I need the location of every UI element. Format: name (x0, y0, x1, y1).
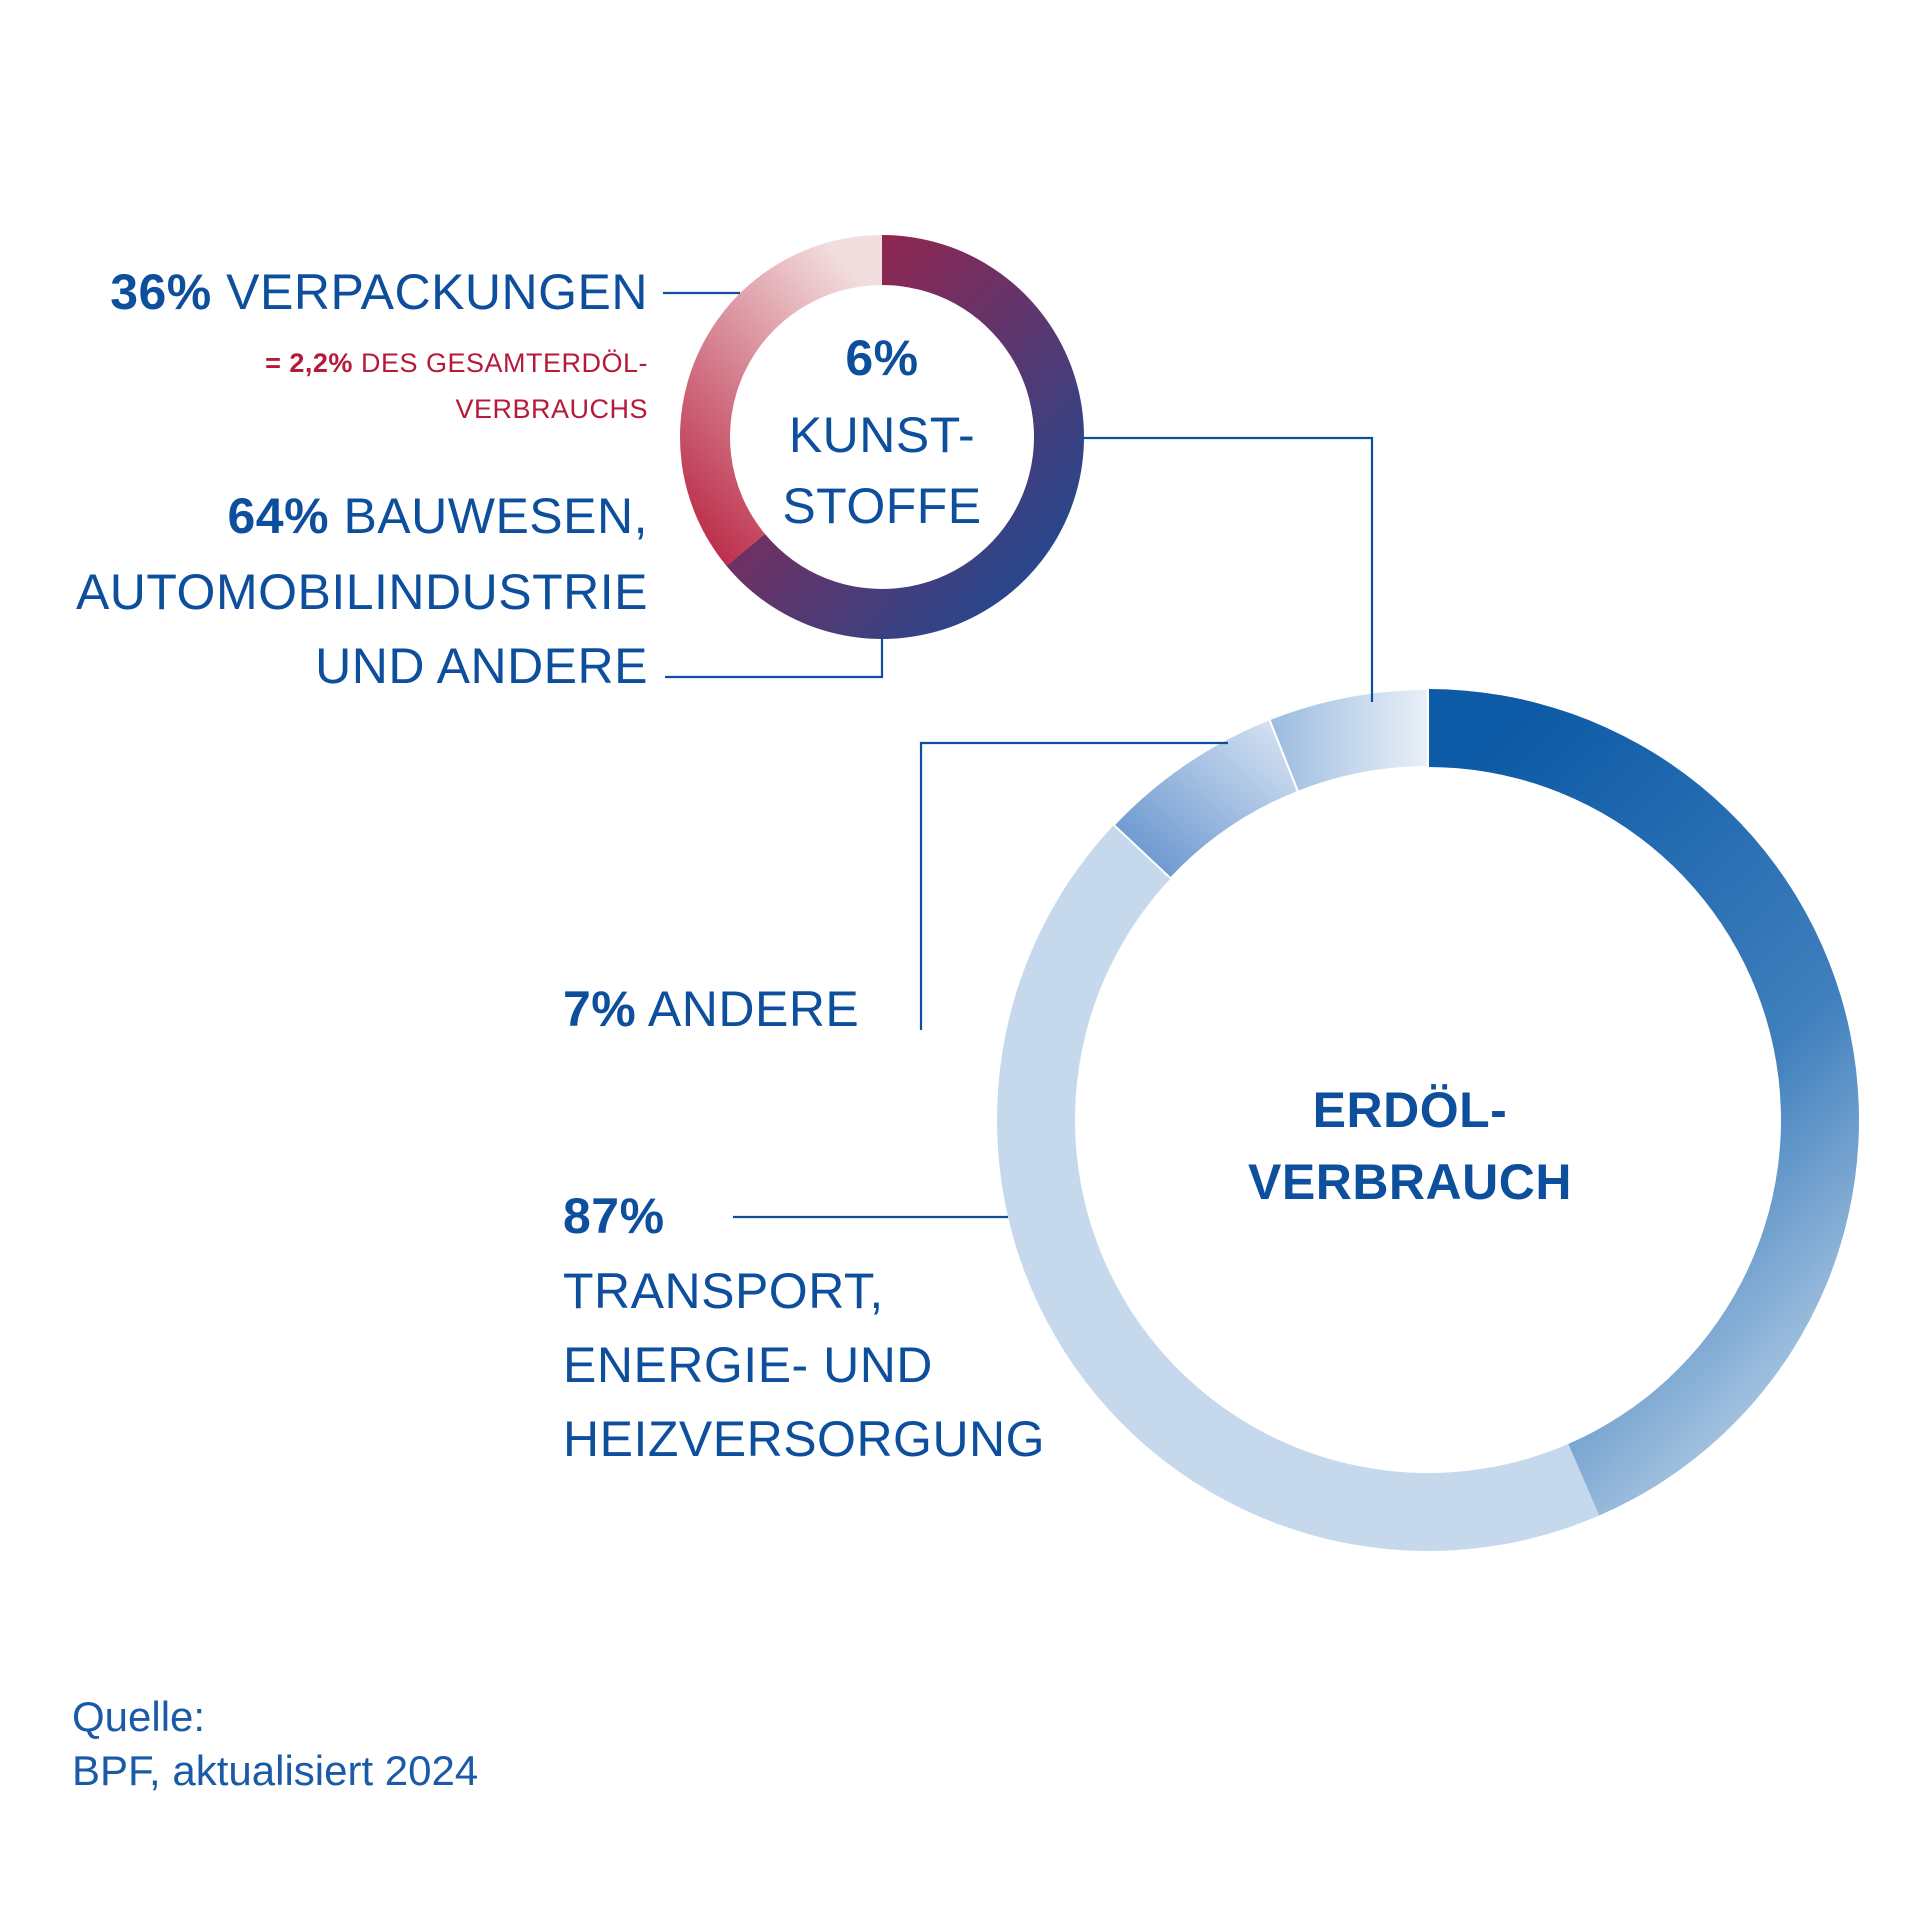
slice-kunststoffe (1268, 687, 1429, 794)
transport-line3: HEIZVERSORGUNG (563, 1411, 1046, 1467)
source-line2: BPF, aktualisiert 2024 (72, 1747, 479, 1794)
transport-line2: ENERGIE- UND (563, 1337, 933, 1393)
slice-transport-light (996, 824, 1600, 1551)
erdoel-center-line2: VERBRAUCH (1248, 1154, 1572, 1210)
verpackungen-pct: 36% (110, 264, 212, 320)
bauwesen-line3: UND ANDERE (315, 638, 648, 694)
andere-text: ANDERE (647, 981, 860, 1037)
connector-andere (919, 741, 1228, 1030)
source-note: Quelle: BPF, aktualisiert 2024 (72, 1690, 478, 1798)
bauwesen-line2: AUTOMOBILINDUSTRIE (75, 564, 648, 620)
andere-pct: 7% (563, 981, 637, 1037)
verpackungen-text: VERPACKUNGEN (226, 264, 648, 320)
slice-transport-dark (1428, 689, 1860, 1516)
bauwesen-text: BAUWESEN, (343, 488, 648, 544)
verpackungen-note: = 2,2% DES GESAMTERDÖL- (265, 340, 648, 386)
transport-pct: 87% (563, 1188, 665, 1244)
verpackungen-note-pct: = 2,2% (265, 348, 353, 378)
label-bauwesen: 64% BAUWESEN, (227, 484, 648, 548)
kunststoffe-pct: 6% (845, 330, 919, 386)
label-andere: 7% ANDERE (563, 977, 859, 1041)
kunststoffe-label-line1: KUNST- (788, 407, 976, 463)
label-verpackungen: 36% VERPACKUNGEN (110, 260, 648, 324)
slice-bauwesen (726, 235, 1084, 639)
kunststoffe-donut (679, 235, 1084, 639)
transport-line1: TRANSPORT, (563, 1263, 884, 1319)
verpackungen-note-text: DES GESAMTERDÖL- (360, 348, 648, 378)
kunststoffe-label-line2: STOFFE (782, 478, 982, 534)
erdoel-donut (996, 687, 1860, 1551)
erdoel-center-line1: ERDÖL- (1312, 1082, 1508, 1138)
verpackungen-note-line2: VERBRAUCHS (455, 394, 648, 424)
connector-lines (663, 291, 1374, 1219)
source-line1: Quelle: (72, 1693, 206, 1740)
connector-kunststoffe (1082, 436, 1374, 702)
connector-bauwesen (665, 637, 884, 679)
slice-verpackungen (679, 235, 882, 566)
bauwesen-pct: 64% (227, 488, 330, 544)
